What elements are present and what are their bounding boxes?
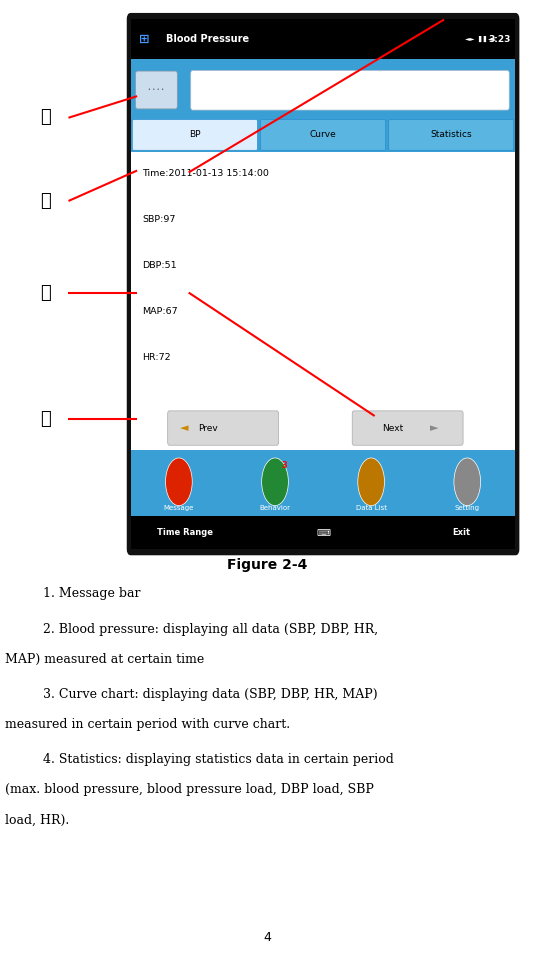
Text: Statistics: Statistics xyxy=(430,131,472,139)
Bar xyxy=(131,117,515,152)
Text: • • • •: • • • • xyxy=(148,88,164,93)
Text: (max. blood pressure, blood pressure load, DBP load, SBP: (max. blood pressure, blood pressure loa… xyxy=(5,783,374,796)
Text: 3: 3 xyxy=(281,460,287,470)
Text: Message: Message xyxy=(164,504,194,511)
Text: Time:2011-01-13 15:14:00: Time:2011-01-13 15:14:00 xyxy=(143,169,270,178)
Text: 1. Message bar: 1. Message bar xyxy=(43,587,140,601)
FancyBboxPatch shape xyxy=(389,119,514,150)
Text: Data List: Data List xyxy=(356,504,387,511)
Text: ◄: ◄ xyxy=(180,423,189,433)
Text: ④: ④ xyxy=(40,411,51,428)
Text: ⌨: ⌨ xyxy=(316,528,330,538)
Text: HR:72: HR:72 xyxy=(143,353,171,362)
Text: Behavior: Behavior xyxy=(260,504,290,511)
Bar xyxy=(131,450,515,517)
Circle shape xyxy=(262,458,288,505)
Circle shape xyxy=(358,458,384,505)
Text: 4: 4 xyxy=(263,930,271,944)
Circle shape xyxy=(454,458,481,505)
Bar xyxy=(131,152,515,450)
Text: SBP:97: SBP:97 xyxy=(143,215,176,223)
Text: 4. Statistics: displaying statistics data in certain period: 4. Statistics: displaying statistics dat… xyxy=(43,753,394,766)
Text: Next: Next xyxy=(382,424,403,433)
Bar xyxy=(131,59,515,117)
Text: 3:23: 3:23 xyxy=(489,34,511,44)
Text: DBP:51: DBP:51 xyxy=(143,261,177,270)
FancyBboxPatch shape xyxy=(128,14,518,554)
Text: Prev: Prev xyxy=(198,424,217,433)
Text: load, HR).: load, HR). xyxy=(5,814,69,827)
Text: 2. Blood pressure: displaying all data (SBP, DBP, HR,: 2. Blood pressure: displaying all data (… xyxy=(43,623,378,636)
FancyBboxPatch shape xyxy=(136,71,177,109)
Bar xyxy=(131,517,515,549)
Text: Figure 2-4: Figure 2-4 xyxy=(227,559,307,572)
Text: Blood Pressure: Blood Pressure xyxy=(166,34,249,44)
Bar xyxy=(131,19,515,59)
Text: ◄► ▐▐ ◄€: ◄► ▐▐ ◄€ xyxy=(465,36,498,42)
Circle shape xyxy=(166,458,192,505)
Text: Time Range: Time Range xyxy=(156,528,213,538)
FancyBboxPatch shape xyxy=(352,411,463,445)
Text: ①: ① xyxy=(40,109,51,126)
Text: BP: BP xyxy=(189,131,201,139)
Text: MAP) measured at certain time: MAP) measured at certain time xyxy=(5,653,205,667)
Text: ►: ► xyxy=(430,423,439,433)
Text: MAP:67: MAP:67 xyxy=(143,308,178,316)
Text: measured in certain period with curve chart.: measured in certain period with curve ch… xyxy=(5,718,290,732)
Text: Curve: Curve xyxy=(310,131,336,139)
Text: 3. Curve chart: displaying data (SBP, DBP, HR, MAP): 3. Curve chart: displaying data (SBP, DB… xyxy=(43,688,378,701)
Text: ③: ③ xyxy=(40,285,51,302)
FancyBboxPatch shape xyxy=(191,71,509,110)
Text: Exit: Exit xyxy=(452,528,470,538)
Text: Setting: Setting xyxy=(455,504,480,511)
Text: ⊞: ⊞ xyxy=(139,32,150,46)
FancyBboxPatch shape xyxy=(132,119,257,150)
FancyBboxPatch shape xyxy=(261,119,386,150)
Text: ②: ② xyxy=(40,192,51,209)
FancyBboxPatch shape xyxy=(168,411,279,445)
